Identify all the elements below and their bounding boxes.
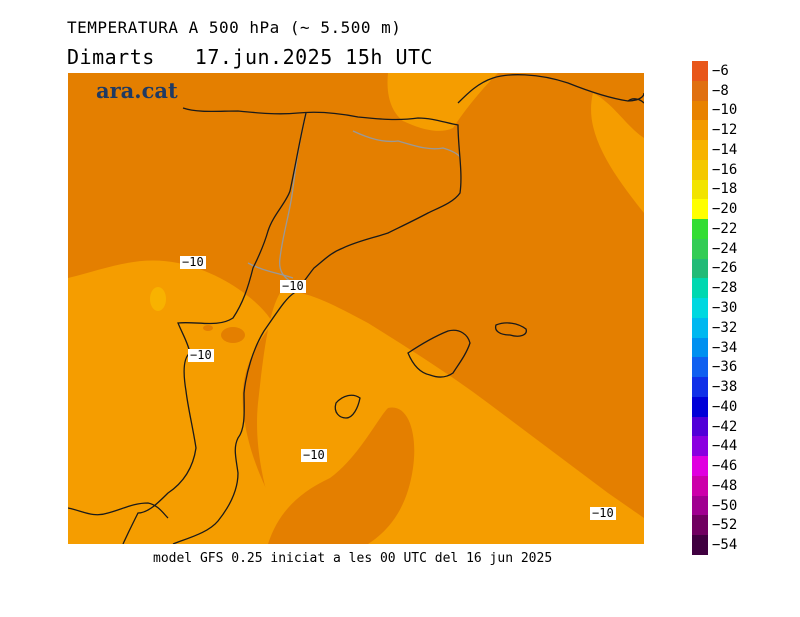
temperature-map	[68, 73, 644, 544]
colorbar-segment	[692, 140, 708, 161]
field-region-northeast	[387, 73, 498, 131]
colorbar-segment	[692, 357, 708, 378]
colorbar-tick-label: −26	[712, 260, 738, 277]
colorbar-tick-label: −20	[712, 201, 738, 218]
colorbar-segment	[692, 120, 708, 141]
colorbar-segment	[692, 278, 708, 299]
field-spot	[221, 327, 245, 343]
colorbar-tick-label: −50	[712, 497, 738, 514]
datetime-label: 17.jun.2025 15h UTC	[194, 45, 434, 69]
colorbar-segment	[692, 396, 708, 418]
colorbar-segment	[692, 159, 708, 181]
colorbar-tick-label: −28	[712, 280, 738, 297]
colorbar-tick-label: −48	[712, 477, 738, 494]
field-spot	[203, 325, 213, 331]
colorbar-segment	[692, 456, 708, 477]
colorbar-segment	[692, 80, 708, 101]
day-label: Dimarts	[67, 45, 155, 69]
contour-label: −10	[188, 348, 214, 362]
colorbar-segment	[692, 219, 708, 240]
colorbar-tick-label: −40	[712, 398, 738, 415]
contour-label: −10	[180, 255, 206, 269]
colorbar-tick-label: −14	[712, 141, 738, 158]
colorbar-tick-label: −36	[712, 359, 738, 376]
brand-logo: ara.cat	[96, 78, 178, 103]
island-small	[627, 98, 644, 104]
colorbar-segment	[692, 416, 708, 437]
colorbar-segment	[692, 475, 708, 497]
admin-border	[352, 130, 461, 159]
coastline	[172, 107, 462, 544]
colorbar-tick-label: −52	[712, 517, 738, 534]
colorbar-segment	[692, 199, 708, 220]
contour-label: −10	[590, 506, 616, 520]
chart-title: TEMPERATURA A 500 hPa (~ 5.500 m)	[67, 18, 402, 37]
colorbar-segment	[692, 258, 708, 279]
colorbar-tick-label: −34	[712, 339, 738, 356]
colorbar-tick-label: −12	[712, 122, 738, 139]
contour-label: −10	[301, 448, 327, 462]
colorbar-segment	[692, 100, 708, 121]
colorbar-tick-label: −16	[712, 161, 738, 178]
colorbar-tick-label: −6	[712, 62, 729, 79]
coastline	[68, 502, 169, 519]
forecast-date: Dimarts 17.jun.2025 15h UTC	[67, 45, 433, 69]
colorbar-tick-label: −30	[712, 300, 738, 316]
island-menorca	[494, 322, 527, 337]
colorbar-tick-label: −38	[712, 379, 738, 396]
colorbar-segment	[692, 61, 708, 82]
country-border	[122, 112, 307, 544]
colorbar-tick-label: −46	[712, 458, 738, 475]
field-pocket-south	[268, 407, 415, 544]
colorbar-segment	[692, 179, 708, 200]
colorbar-segment	[692, 337, 708, 358]
field-spot	[150, 287, 166, 311]
field-region-east	[591, 93, 644, 213]
admin-border	[247, 262, 294, 279]
colorbar-segment	[692, 238, 708, 260]
coastline	[457, 74, 644, 104]
colorbar-segment	[692, 317, 708, 339]
colorbar-tick-label: −10	[712, 102, 738, 119]
colorbar	[692, 61, 708, 556]
colorbar-tick-label: −32	[712, 319, 738, 336]
colorbar-segment	[692, 495, 708, 516]
colorbar-segment	[692, 535, 708, 556]
colorbar-tick-label: −24	[712, 240, 738, 257]
colorbar-tick-label: −18	[712, 181, 738, 198]
model-info: model GFS 0.25 iniciat a les 00 UTC del …	[153, 551, 553, 566]
colorbar-tick-label: −42	[712, 418, 738, 435]
island-mallorca	[407, 329, 471, 378]
colorbar-segment	[692, 436, 708, 457]
colorbar-segment	[692, 298, 708, 319]
colorbar-tick-label: −44	[712, 438, 738, 455]
colorbar-segment	[692, 515, 708, 536]
island-ibiza	[334, 394, 361, 419]
colorbar-tick-label: −54	[712, 537, 738, 554]
colorbar-tick-label: −22	[712, 220, 738, 237]
colorbar-segment	[692, 377, 708, 398]
colorbar-tick-label: −8	[712, 82, 729, 99]
contour-label: −10	[280, 279, 306, 293]
